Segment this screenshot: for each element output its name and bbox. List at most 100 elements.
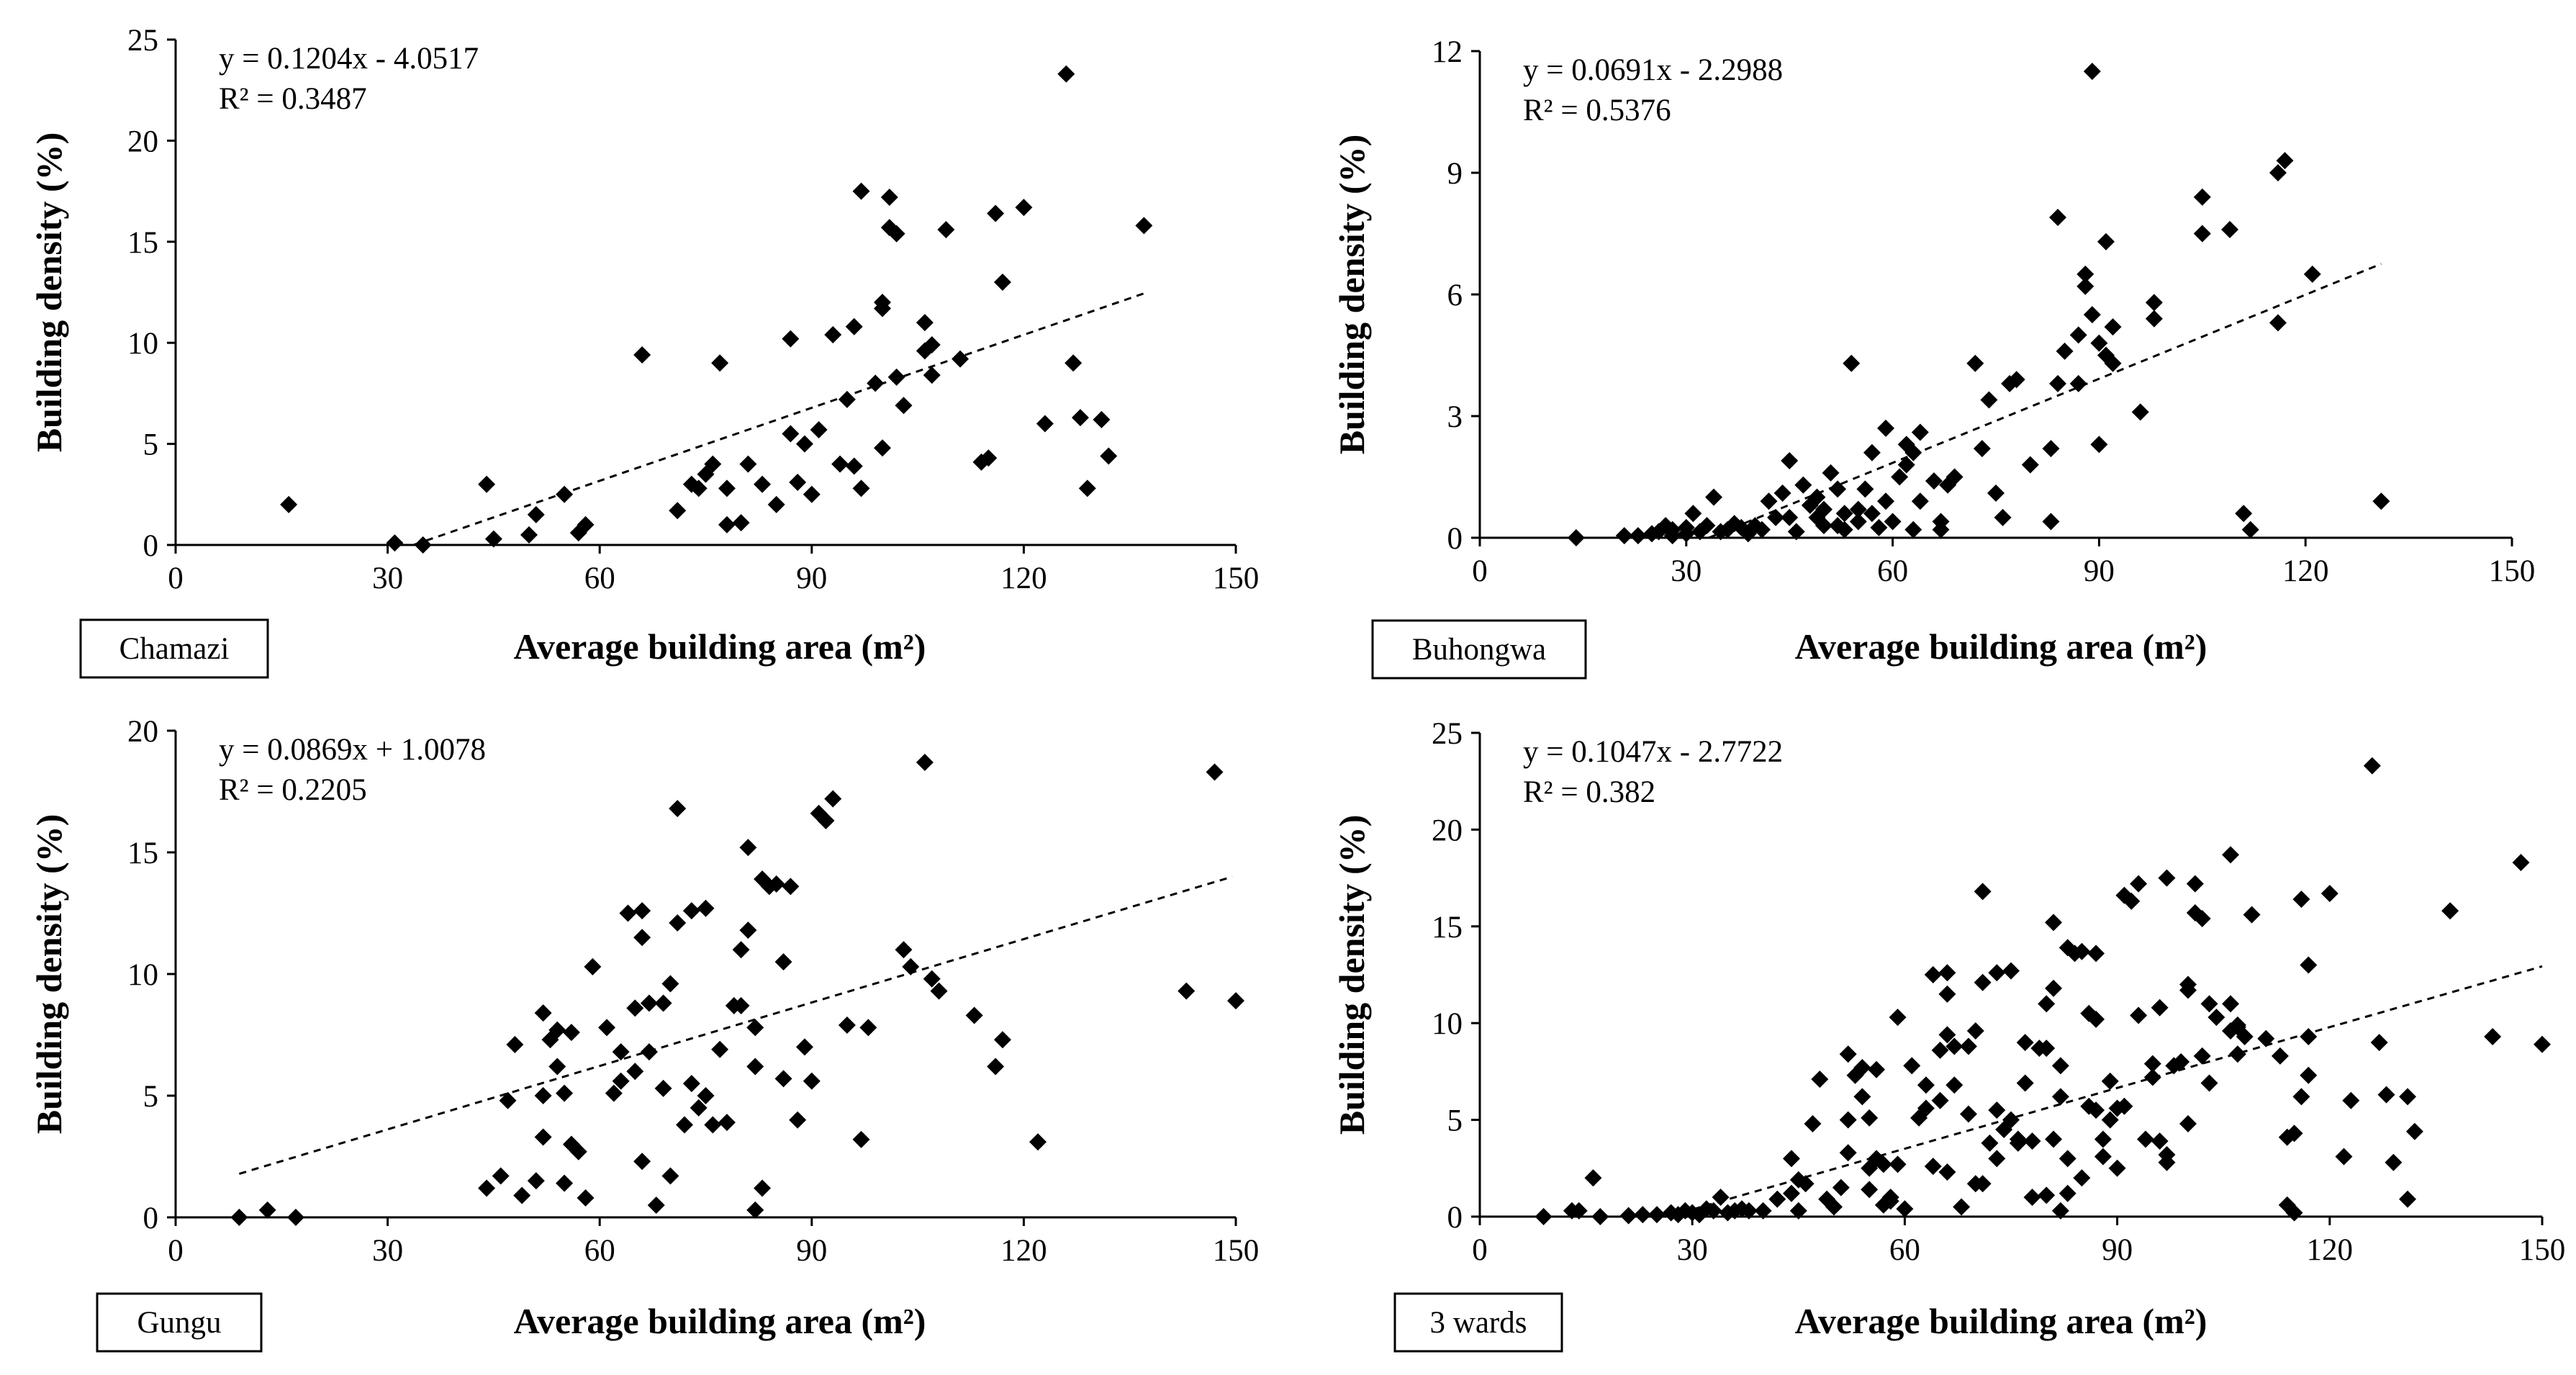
- data-point: [2405, 1122, 2423, 1140]
- data-point: [2049, 208, 2067, 226]
- data-point: [1629, 527, 1647, 545]
- data-point: [1787, 523, 1805, 541]
- data-point: [1938, 1163, 1956, 1181]
- data-point: [619, 904, 637, 922]
- data-point: [1853, 1088, 1871, 1106]
- data-point: [923, 366, 941, 384]
- data-point: [2370, 1034, 2388, 1052]
- x-axis-title: Average building area (m²): [514, 626, 926, 667]
- data-point: [718, 479, 736, 497]
- data-point: [2023, 1132, 2041, 1150]
- y-tick-label: 3: [1447, 400, 1463, 434]
- data-point: [859, 1019, 877, 1037]
- data-point: [2363, 757, 2381, 775]
- x-tick-label: 60: [1889, 1233, 1920, 1267]
- data-point: [782, 330, 800, 348]
- y-axis-title: Building density (%): [29, 132, 69, 453]
- data-point: [633, 1153, 651, 1171]
- data-point: [2083, 306, 2101, 324]
- data-point: [1712, 1189, 1730, 1207]
- data-point: [1932, 520, 1950, 538]
- x-tick-label: 30: [372, 562, 403, 595]
- data-point: [852, 479, 870, 497]
- regression-equation: y = 0.0869x + 1.0078: [219, 733, 486, 767]
- y-tick-label: 12: [1432, 35, 1463, 69]
- data-point: [746, 1019, 764, 1037]
- y-tick-label: 0: [1447, 522, 1463, 556]
- x-tick-label: 150: [2519, 1233, 2566, 1267]
- data-point: [2222, 995, 2240, 1013]
- data-point: [2441, 902, 2459, 920]
- data-point: [789, 1111, 807, 1129]
- data-point: [286, 1209, 304, 1226]
- y-tick-label: 0: [143, 529, 159, 563]
- panel-label-box: [96, 1292, 263, 1353]
- data-point: [527, 505, 545, 523]
- data-point: [654, 1079, 672, 1097]
- data-point: [690, 479, 708, 497]
- data-point: [2271, 1047, 2289, 1065]
- data-point: [916, 314, 934, 332]
- data-point: [661, 975, 679, 993]
- data-point: [1925, 472, 1943, 490]
- data-point: [1591, 1208, 1609, 1225]
- y-tick-label: 10: [1432, 1007, 1463, 1041]
- data-point: [506, 1036, 524, 1054]
- data-point: [2207, 1009, 2225, 1027]
- data-point: [2083, 63, 2101, 81]
- x-tick-label: 90: [2084, 554, 2115, 588]
- data-point: [2045, 914, 2063, 932]
- data-point: [2193, 188, 2211, 206]
- data-point: [1829, 480, 1847, 498]
- y-tick-label: 9: [1447, 157, 1463, 191]
- data-point: [1877, 419, 1895, 437]
- data-point: [2021, 456, 2039, 474]
- data-point: [1815, 517, 1832, 535]
- x-tick-label: 90: [2102, 1233, 2133, 1267]
- data-point: [1973, 440, 1991, 458]
- data-point: [2342, 1091, 2360, 1109]
- data-point: [1535, 1208, 1553, 1225]
- data-point: [1705, 488, 1723, 506]
- data-point: [1881, 1189, 1899, 1207]
- data-point: [1773, 484, 1791, 502]
- data-point: [1974, 1175, 1992, 1193]
- data-point: [2143, 1068, 2161, 1086]
- data-point: [2222, 846, 2240, 864]
- data-point: [2186, 875, 2204, 893]
- data-point: [1988, 1101, 2006, 1119]
- data-point: [774, 953, 792, 971]
- data-point: [1911, 492, 1929, 510]
- y-tick-label: 5: [143, 1080, 159, 1114]
- data-point: [1567, 529, 1585, 546]
- data-point: [1794, 476, 1812, 494]
- data-point: [2372, 492, 2390, 510]
- y-tick-label: 0: [1447, 1201, 1463, 1235]
- data-point: [2300, 1028, 2318, 1046]
- data-point: [2300, 956, 2318, 974]
- data-point: [1884, 513, 1902, 531]
- x-tick-label: 90: [796, 1234, 827, 1268]
- data-point: [520, 526, 538, 544]
- y-tick-label: 10: [127, 958, 158, 992]
- data-point: [1634, 1206, 1652, 1224]
- data-point: [1615, 527, 1633, 545]
- data-point: [803, 1072, 821, 1090]
- data-point: [280, 495, 298, 513]
- data-point: [633, 346, 651, 364]
- y-tick-label: 0: [143, 1202, 159, 1235]
- data-point: [2335, 1148, 2353, 1166]
- data-point: [2104, 354, 2122, 372]
- data-point: [2051, 1057, 2069, 1075]
- data-point: [1877, 492, 1895, 510]
- data-point: [774, 1070, 792, 1088]
- data-point: [669, 800, 687, 818]
- data-point: [2143, 1055, 2161, 1073]
- data-point: [1093, 410, 1111, 428]
- x-axis-title: Average building area (m²): [1795, 1301, 2207, 1341]
- data-point: [1782, 1184, 1800, 1202]
- data-point: [1078, 479, 1096, 497]
- data-point: [902, 957, 920, 975]
- data-point: [1071, 409, 1089, 427]
